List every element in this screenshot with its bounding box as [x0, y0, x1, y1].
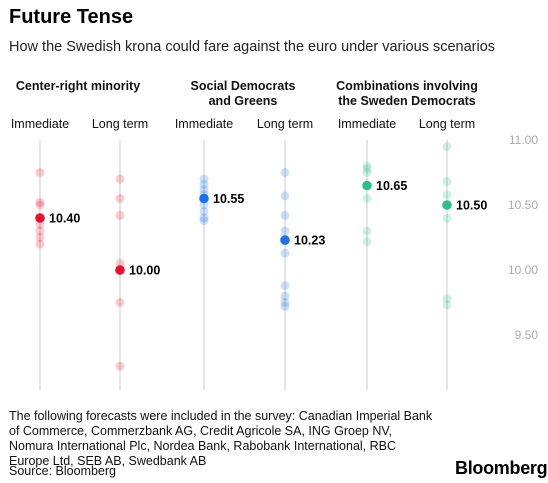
forecast-point — [199, 184, 209, 194]
forecast-point — [115, 194, 125, 203]
column-label: Immediate — [11, 117, 69, 131]
forecast-point — [280, 226, 290, 236]
median-label: 10.00 — [129, 264, 160, 278]
forecast-point — [362, 164, 372, 174]
forecast-point — [115, 259, 125, 268]
forecast-point — [35, 220, 45, 229]
median-label: 10.55 — [213, 192, 244, 206]
median-label: 10.50 — [456, 199, 487, 213]
forecast-point — [280, 301, 290, 311]
forecast-point — [280, 298, 290, 307]
forecast-point — [280, 248, 290, 258]
column-label: Immediate — [175, 117, 233, 131]
median-label: 10.40 — [49, 212, 80, 226]
forecast-point — [362, 161, 372, 171]
group-label: Center-right minority — [16, 79, 140, 93]
forecast-point — [115, 210, 125, 220]
forecast-point — [199, 207, 209, 216]
forecast-point — [280, 168, 290, 177]
strip-chart: 11.00 10.50 10.00 9.50 Center-right minority… — [11, 79, 539, 390]
median-point — [362, 180, 372, 191]
forecast-point — [199, 200, 209, 210]
forecast-point — [199, 216, 209, 226]
forecast-point — [115, 298, 125, 307]
forecast-point — [35, 200, 45, 210]
forecast-point — [362, 194, 372, 203]
column-label: Long term — [257, 117, 313, 131]
column-label: Long term — [92, 117, 148, 131]
forecast-point — [115, 361, 125, 371]
forecast-point — [362, 168, 372, 177]
forecast-point — [35, 226, 45, 236]
forecast-point — [362, 236, 372, 246]
median-point — [199, 193, 209, 204]
forecast-point — [35, 233, 45, 242]
forecast-point — [199, 213, 209, 223]
chart-subtitle: How the Swedish krona could fare against… — [9, 39, 496, 55]
forecast-point — [280, 291, 290, 301]
forecast-point — [35, 168, 45, 177]
median-label: 10.23 — [294, 234, 325, 248]
y-tick-label: 11.00 — [509, 133, 538, 147]
bloomberg-logo: Bloomberg — [455, 458, 548, 478]
forecast-point — [35, 239, 45, 249]
forecast-point — [442, 300, 452, 310]
forecast-point — [442, 190, 452, 200]
group-label: Social Democrats and Greens — [191, 79, 296, 108]
survey-note: The following forecasts were included in… — [9, 409, 433, 468]
forecast-point — [442, 213, 452, 223]
forecast-point — [115, 174, 125, 184]
median-point — [442, 200, 452, 210]
forecast-point — [199, 179, 209, 189]
y-tick-label: 10.50 — [508, 198, 538, 212]
forecast-point — [442, 177, 452, 187]
forecast-point — [362, 226, 372, 236]
chart-title: Future Tense — [9, 6, 134, 28]
median-point — [280, 235, 290, 245]
forecast-point — [199, 174, 209, 184]
y-tick-label: 9.50 — [515, 328, 539, 342]
median-point — [115, 265, 125, 275]
y-tick-label: 10.00 — [508, 263, 538, 277]
forecast-point — [280, 281, 290, 291]
median-label: 10.65 — [376, 179, 407, 193]
column-label: Long term — [419, 117, 475, 131]
forecast-point — [442, 142, 452, 151]
column-label: Immediate — [338, 117, 396, 131]
source-note: Source: Bloomberg — [9, 464, 117, 478]
group-label: Combinations involving the Sweden Democra… — [336, 79, 478, 108]
forecast-point — [442, 294, 452, 304]
forecast-point — [280, 191, 290, 201]
forecast-point — [280, 210, 290, 220]
median-point — [35, 213, 45, 223]
forecast-point — [35, 197, 45, 207]
